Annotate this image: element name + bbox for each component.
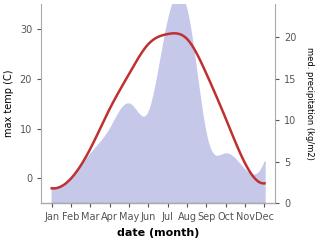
Y-axis label: max temp (C): max temp (C) xyxy=(4,70,14,137)
X-axis label: date (month): date (month) xyxy=(117,228,199,238)
Y-axis label: med. precipitation (kg/m2): med. precipitation (kg/m2) xyxy=(305,47,314,160)
